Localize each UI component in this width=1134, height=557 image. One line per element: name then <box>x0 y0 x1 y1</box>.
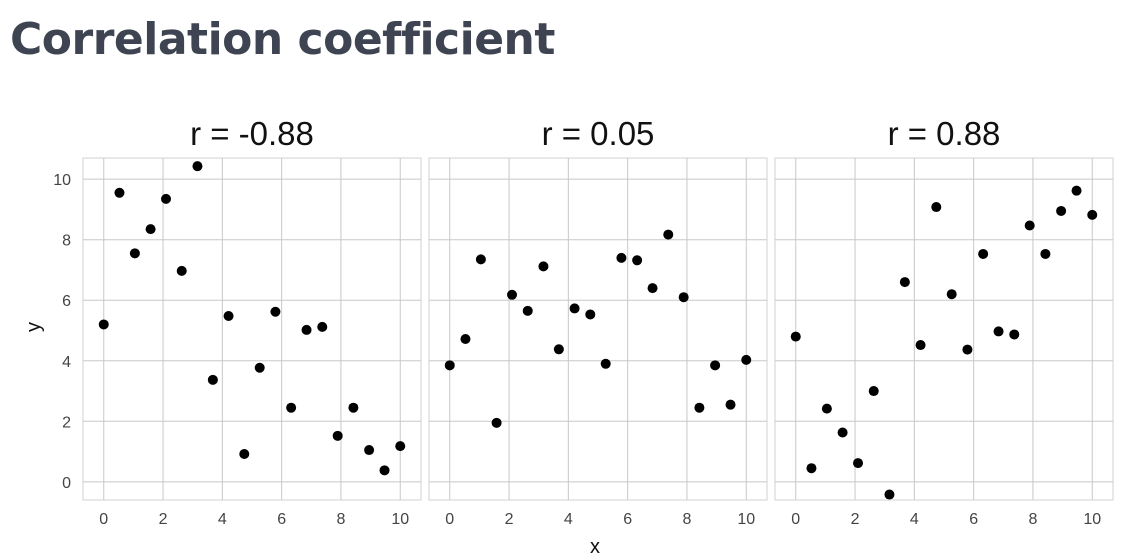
data-point <box>114 187 125 198</box>
page-title: Correlation coefficient <box>10 14 555 65</box>
data-point <box>741 354 752 365</box>
data-point <box>254 362 265 373</box>
data-point <box>868 386 879 397</box>
data-point <box>962 344 973 355</box>
data-point <box>884 489 895 500</box>
data-point <box>647 283 658 294</box>
data-point <box>1009 329 1020 340</box>
data-point <box>491 417 502 428</box>
data-point <box>129 248 140 259</box>
x-tick-label: 2 <box>159 511 168 528</box>
data-point <box>915 340 926 351</box>
data-point <box>538 261 549 272</box>
x-tick-label: 8 <box>336 511 345 528</box>
panel-3: r = 0.88 0 2 4 6 8 10 <box>774 115 1114 528</box>
panel-title: r = 0.05 <box>542 115 655 152</box>
data-point <box>821 403 832 414</box>
data-point <box>806 463 817 474</box>
data-point <box>364 445 375 456</box>
data-point <box>694 402 705 413</box>
data-point <box>931 202 942 213</box>
data-point <box>395 441 406 452</box>
panel-border <box>428 157 768 501</box>
data-point <box>317 321 328 332</box>
data-point <box>553 344 564 355</box>
x-tick-label: 8 <box>682 511 691 528</box>
data-point <box>946 289 957 300</box>
y-tick-label: 0 <box>62 475 71 492</box>
data-point <box>678 292 689 303</box>
data-point <box>725 399 736 410</box>
data-point <box>301 324 312 335</box>
data-point <box>475 254 486 265</box>
data-point <box>1087 209 1098 220</box>
data-point <box>616 252 627 263</box>
data-point <box>161 193 172 204</box>
data-point <box>348 402 359 413</box>
data-point <box>507 289 518 300</box>
data-point <box>1040 248 1051 259</box>
x-tick-label: 4 <box>564 511 573 528</box>
x-tick-label: 10 <box>1083 511 1101 528</box>
x-axis-title: x <box>590 536 600 557</box>
x-tick-label: 6 <box>969 511 978 528</box>
x-tick-label: 6 <box>277 511 286 528</box>
x-tick-label: 0 <box>791 511 800 528</box>
y-tick-label: 4 <box>62 354 71 371</box>
x-tick-label: 4 <box>910 511 919 528</box>
data-point <box>239 448 250 459</box>
data-point <box>853 458 864 469</box>
data-point <box>270 306 281 317</box>
data-point <box>1071 185 1082 196</box>
data-point <box>710 360 721 371</box>
data-point <box>569 303 580 314</box>
x-tick-label: 10 <box>737 511 755 528</box>
data-point <box>1024 220 1035 231</box>
y-axis-title: y <box>23 322 45 332</box>
x-tick-label: 4 <box>218 511 227 528</box>
panel-title: r = -0.88 <box>190 115 314 152</box>
data-point <box>899 277 910 288</box>
data-point <box>585 309 596 320</box>
y-tick-label: 10 <box>53 172 71 189</box>
y-tick-label: 8 <box>62 233 71 250</box>
x-tick-label: 10 <box>391 511 409 528</box>
panel-2: r = 0.05 0 2 4 6 8 10 <box>428 115 768 528</box>
data-point <box>790 331 801 342</box>
x-tick-label: 6 <box>623 511 632 528</box>
data-point <box>993 326 1004 337</box>
panel-1: r = -0.88 0 2 4 6 8 10 0 2 4 6 8 10 <box>53 115 422 528</box>
data-point <box>332 430 343 441</box>
x-tick-label: 8 <box>1028 511 1037 528</box>
y-tick-label: 6 <box>62 293 71 310</box>
data-point <box>1056 205 1067 216</box>
panel-title: r = 0.88 <box>888 115 1001 152</box>
data-point <box>98 319 109 330</box>
data-point <box>286 402 297 413</box>
data-point <box>207 374 218 385</box>
panel-border <box>82 157 422 501</box>
data-point <box>192 161 203 172</box>
data-point <box>663 229 674 240</box>
data-point <box>176 265 187 276</box>
data-point <box>522 305 533 316</box>
data-point <box>978 248 989 259</box>
panel-border <box>774 157 1114 501</box>
x-tick-label: 0 <box>99 511 108 528</box>
data-point <box>837 427 848 438</box>
x-tick-label: 2 <box>851 511 860 528</box>
data-point <box>600 358 611 369</box>
data-point <box>632 255 643 266</box>
x-tick-label: 0 <box>445 511 454 528</box>
data-point <box>460 333 471 344</box>
data-point <box>223 310 234 321</box>
data-point <box>145 224 156 235</box>
data-point <box>379 465 390 476</box>
y-tick-label: 2 <box>62 414 71 431</box>
x-tick-label: 2 <box>505 511 514 528</box>
data-point <box>444 360 455 371</box>
